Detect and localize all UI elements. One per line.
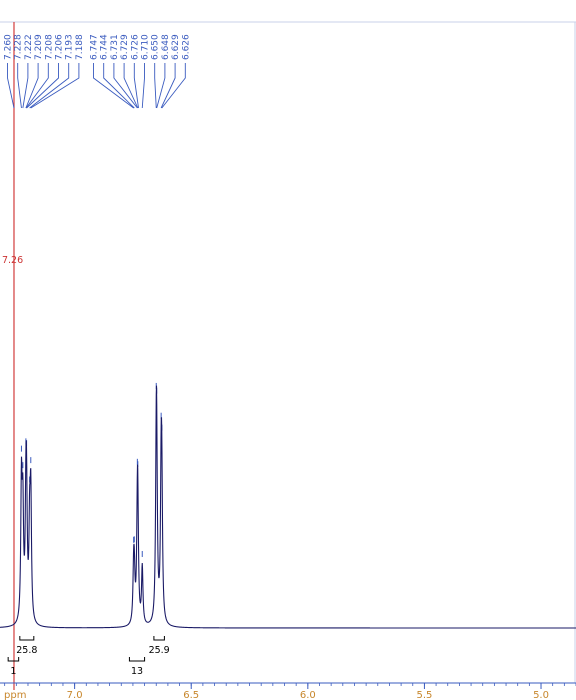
- integral-value-25.8: 25.8: [16, 645, 37, 656]
- peak-leader-6.744: [103, 63, 135, 109]
- integral-bracket-25.8: [19, 636, 35, 641]
- peak-leader-7.222: [22, 63, 29, 109]
- peak-leader-6.731: [113, 63, 138, 109]
- peak-label-6.648: 6.648: [161, 34, 171, 60]
- peak-label-7.208: 7.208: [44, 34, 54, 60]
- peak-leader-6.626: [161, 63, 186, 109]
- peak-label-7.222: 7.222: [24, 34, 34, 60]
- integral-bracket-1: [7, 657, 20, 662]
- peak-label-6.726: 6.726: [130, 34, 140, 60]
- peak-leader-6.650: [154, 63, 157, 109]
- peak-leader-6.726: [133, 63, 139, 109]
- x-tick-label-5.5: 5.5: [416, 690, 432, 700]
- peak-label-7.260: 7.260: [4, 34, 14, 60]
- peak-leader-7.193: [29, 63, 70, 109]
- integral-bracket-25.9: [153, 636, 165, 641]
- peak-label-6.626: 6.626: [181, 34, 191, 60]
- peak-label-6.710: 6.710: [141, 34, 151, 60]
- x-axis-label: ppm: [4, 690, 26, 700]
- peak-leader-7.260: [7, 63, 15, 109]
- peak-label-group: 7.260 7.228 7.222 7.209 7.208 7.206 7.193 7.188…: [4, 34, 191, 109]
- peak-leader-6.710: [141, 63, 145, 109]
- spectrum-trace-group: [0, 385, 576, 629]
- peak-leader-7.209: [25, 63, 39, 109]
- peak-marker-group: [20, 382, 163, 557]
- peak-label-6.729: 6.729: [120, 34, 130, 60]
- integral-group: 25.8 25.9 13 1: [7, 636, 170, 677]
- peak-leader-7.208: [25, 63, 49, 109]
- peak-leader-6.729: [123, 63, 139, 109]
- integral-value-25.9: 25.9: [149, 645, 170, 656]
- peak-leader-6.648: [156, 63, 166, 109]
- peak-label-7.228: 7.228: [14, 34, 24, 60]
- peak-label-6.629: 6.629: [171, 34, 181, 60]
- integral-value-13: 13: [131, 666, 143, 677]
- peak-label-6.731: 6.731: [110, 34, 120, 60]
- x-axis: 7.0 6.5 6.0 5.5 5.0 ppm: [0, 682, 576, 700]
- reference-line-group: 7.26: [2, 22, 23, 690]
- reference-line-label: 7.26: [2, 255, 23, 266]
- peak-label-7.206: 7.206: [55, 34, 65, 60]
- x-tick-label-6.5: 6.5: [183, 690, 199, 700]
- peak-leader-6.629: [160, 63, 176, 109]
- plot-frame: [0, 21, 576, 683]
- spectrum-trace: [0, 385, 576, 629]
- peak-label-6.744: 6.744: [100, 34, 110, 60]
- peak-label-6.747: 6.747: [90, 34, 100, 60]
- peak-leader-7.228: [17, 63, 22, 109]
- x-tick-label-6.0: 6.0: [300, 690, 316, 700]
- peak-leader-6.747: [93, 63, 134, 109]
- x-tick-label-5.0: 5.0: [533, 690, 549, 700]
- integral-bracket-13: [128, 657, 146, 662]
- peak-label-6.650: 6.650: [151, 34, 161, 60]
- peak-label-7.188: 7.188: [75, 34, 85, 60]
- x-tick-label-7.0: 7.0: [67, 690, 83, 700]
- peak-label-7.209: 7.209: [34, 34, 44, 60]
- integral-value-1: 1: [10, 666, 16, 677]
- peak-leader-7.188: [30, 63, 80, 109]
- peak-leader-7.206: [26, 63, 59, 109]
- peak-label-7.193: 7.193: [65, 34, 75, 60]
